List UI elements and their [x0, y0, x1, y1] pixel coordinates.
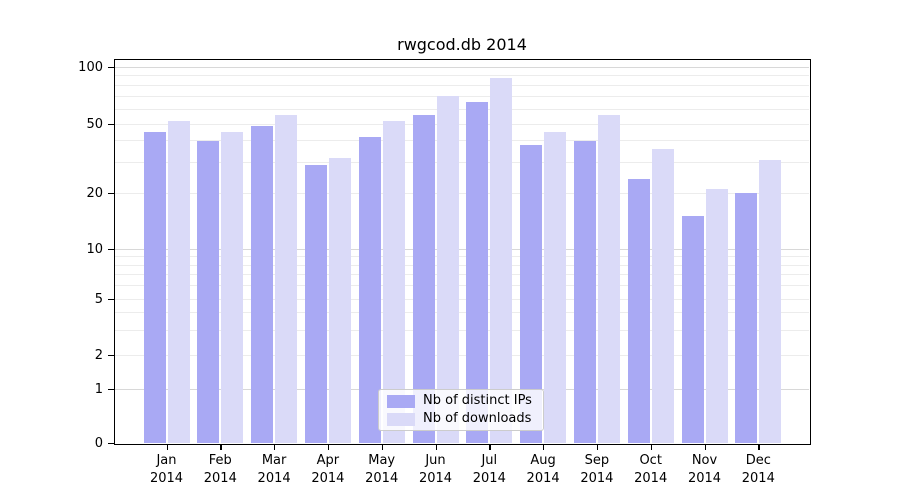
legend: Nb of distinct IPs Nb of downloads	[378, 389, 544, 431]
x-tick-dec	[758, 444, 760, 450]
bar-downloads-jun	[436, 96, 459, 443]
y-tick-100	[108, 66, 114, 68]
y-tick-0	[108, 442, 114, 444]
y-tick-label-50: 50	[86, 116, 103, 132]
x-tick-label-feb: Feb 2014	[203, 453, 237, 486]
bar-distinct-ips-oct	[627, 179, 650, 443]
bar-distinct-ips-apr	[304, 165, 327, 443]
bar-distinct-ips-sep	[573, 140, 596, 443]
x-tick-feb	[220, 444, 222, 450]
x-tick-jun	[435, 444, 437, 450]
bar-distinct-ips-mar	[251, 125, 274, 443]
bar-downloads-jul	[490, 77, 513, 443]
gridline-y-8	[115, 264, 809, 266]
gridline-y-3	[115, 329, 809, 331]
x-tick-label-nov: Nov 2014	[687, 453, 722, 486]
x-tick-label-mar: Mar 2014	[257, 453, 291, 486]
x-tick-aug	[543, 444, 545, 450]
y-tick-10	[108, 248, 114, 250]
bar-downloads-apr	[328, 157, 351, 443]
gridline-y-7	[115, 274, 809, 276]
y-tick-20	[108, 192, 114, 194]
y-tick-label-1: 1	[94, 381, 103, 397]
gridline-y-4	[115, 312, 809, 314]
bar-downloads-dec	[759, 159, 782, 443]
x-tick-jul	[489, 444, 491, 450]
legend-label-downloads: Nb of downloads	[423, 411, 532, 426]
x-tick-label-sep: Sep 2014	[580, 453, 614, 486]
gridline-y-100	[115, 66, 809, 68]
bar-distinct-ips-feb	[197, 140, 220, 443]
y-tick-2	[108, 354, 114, 356]
y-tick-1	[108, 388, 114, 390]
x-tick-sep	[596, 444, 599, 450]
legend-row-downloads: Nb of downloads	[379, 412, 543, 426]
bar-distinct-ips-jul	[466, 102, 489, 443]
gridline-y-30	[115, 161, 809, 163]
gridline-y-40	[115, 140, 809, 142]
bar-downloads-aug	[544, 131, 567, 443]
y-tick-label-10: 10	[86, 241, 103, 257]
gridline-y-10	[115, 248, 809, 250]
y-tick-label-5: 5	[94, 291, 103, 307]
x-tick-label-aug: Aug 2014	[526, 453, 560, 486]
bar-distinct-ips-jun	[412, 114, 435, 443]
x-tick-may	[381, 444, 383, 450]
x-tick-label-may: May 2014	[365, 453, 399, 486]
gridline-y-20	[115, 192, 809, 194]
bar-downloads-nov	[705, 189, 728, 443]
x-tick-label-jun: Jun 2014	[418, 453, 453, 486]
legend-swatch-downloads	[387, 412, 415, 426]
x-tick-label-oct: Oct 2014	[634, 453, 668, 486]
bar-downloads-oct	[651, 148, 674, 443]
gridline-y-80	[115, 84, 809, 86]
x-tick-label-jan: Jan 2014	[149, 453, 184, 486]
legend-label-distinct-ips: Nb of distinct IPs	[423, 393, 532, 408]
y-tick-label-20: 20	[86, 185, 103, 201]
bar-distinct-ips-dec	[735, 193, 758, 443]
x-tick-label-dec: Dec 2014	[741, 453, 775, 486]
x-tick-label-jul: Jul 2014	[472, 453, 506, 486]
bar-distinct-ips-aug	[520, 144, 543, 443]
bar-downloads-feb	[221, 131, 244, 443]
bar-distinct-ips-nov	[681, 216, 704, 443]
x-tick-mar	[274, 444, 276, 450]
x-tick-jan	[166, 444, 168, 450]
bar-downloads-sep	[597, 114, 620, 443]
gridline-y-50	[115, 123, 809, 125]
x-tick-apr	[327, 444, 330, 450]
x-tick-oct	[650, 444, 652, 450]
gridline-y-90	[115, 75, 809, 77]
y-tick-5	[108, 298, 114, 300]
bar-distinct-ips-may	[358, 137, 381, 443]
bar-downloads-mar	[275, 114, 298, 443]
bar-distinct-ips-jan	[143, 131, 166, 443]
gridline-y-5	[115, 298, 809, 300]
bar-downloads-jan	[167, 120, 190, 443]
gridline-y-70	[115, 95, 809, 97]
x-tick-nov	[704, 444, 706, 450]
y-tick-label-100: 100	[78, 59, 103, 75]
y-tick-50	[108, 123, 114, 125]
legend-row-distinct-ips: Nb of distinct IPs	[379, 394, 543, 408]
gridline-y-60	[115, 108, 809, 110]
y-tick-label-2: 2	[94, 347, 103, 363]
gridline-y-9	[115, 256, 809, 258]
bar-downloads-may	[382, 120, 405, 443]
gridline-y-6	[115, 285, 809, 287]
chart-title: rwgcod.db 2014	[397, 35, 527, 54]
gridline-y-2	[115, 354, 809, 356]
legend-swatch-distinct-ips	[387, 394, 415, 408]
x-tick-label-apr: Apr 2014	[311, 453, 345, 486]
y-tick-label-0: 0	[94, 435, 103, 451]
